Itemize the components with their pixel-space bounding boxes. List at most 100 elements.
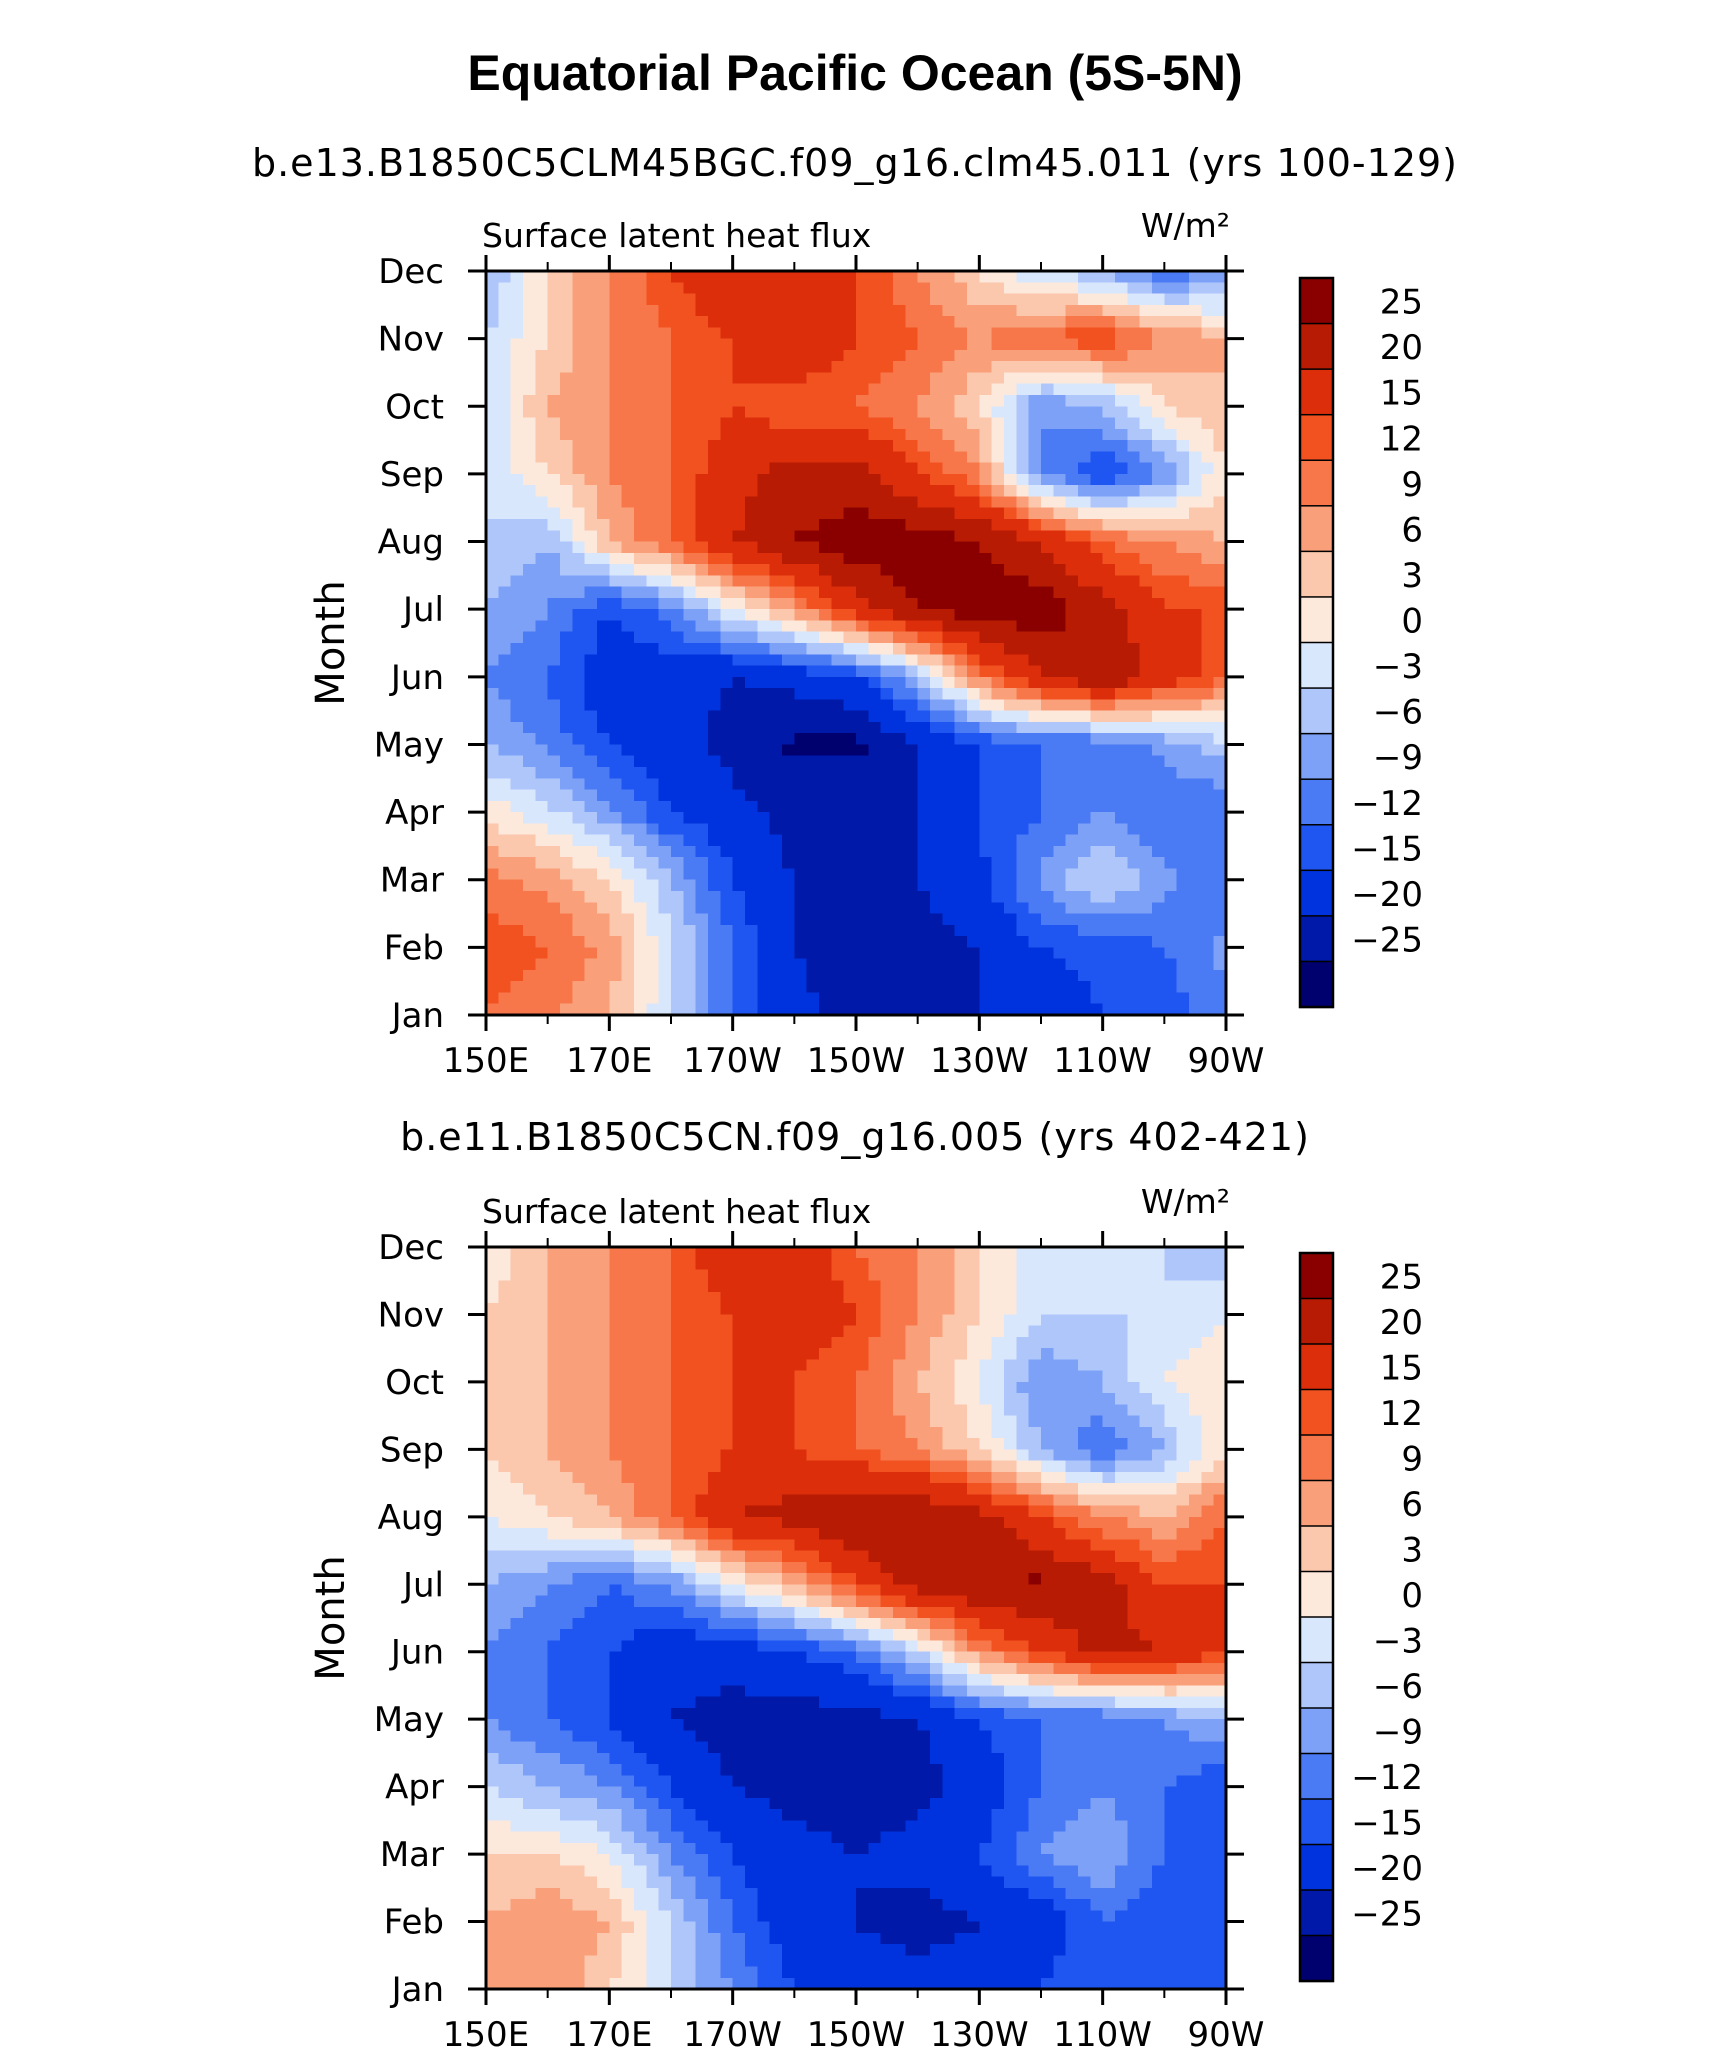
field-cell — [498, 778, 512, 791]
field-cell — [634, 631, 647, 644]
field-cell — [1139, 1381, 1153, 1394]
field-cell — [868, 812, 882, 824]
field-cell — [843, 395, 857, 407]
field-cell — [991, 597, 1005, 610]
field-cell — [535, 304, 549, 317]
field-cell — [1201, 891, 1215, 903]
field-cell — [498, 575, 512, 588]
field-cell — [757, 372, 771, 385]
field-cell — [1139, 395, 1153, 407]
field-cell — [1102, 688, 1116, 700]
field-cell — [930, 688, 943, 700]
field-cell — [1004, 1393, 1017, 1405]
field-cell — [560, 913, 573, 926]
field-cell — [769, 857, 783, 870]
field-cell — [856, 1247, 869, 1259]
field-cell — [1176, 688, 1190, 700]
field-cell — [708, 383, 721, 396]
field-cell — [1053, 1381, 1067, 1394]
field-cell — [597, 519, 610, 531]
field-cell — [1004, 473, 1017, 486]
field-cell — [831, 823, 845, 836]
field-cell — [646, 1415, 660, 1428]
field-cell — [1201, 552, 1215, 565]
field-cell — [732, 620, 746, 633]
field-cell — [1004, 868, 1017, 881]
field-cell — [1041, 609, 1054, 622]
field-cell — [1090, 857, 1104, 870]
field-cell — [868, 372, 882, 385]
field-cell — [572, 271, 586, 283]
field-cell — [720, 383, 734, 396]
field-cell — [584, 1393, 598, 1405]
field-cell — [1102, 451, 1116, 464]
field-cell — [954, 316, 968, 328]
field-cell — [856, 282, 869, 295]
field-cell — [868, 789, 882, 802]
field-cell — [1164, 665, 1178, 678]
field-cell — [720, 473, 734, 486]
x-tick-label: 150W — [807, 1041, 906, 1081]
field-cell — [819, 699, 832, 712]
field-cell — [720, 406, 734, 419]
field-cell — [634, 316, 647, 328]
field-cell — [1115, 372, 1128, 385]
field-cell — [486, 473, 499, 486]
field-cell — [1176, 282, 1190, 295]
field-cell — [658, 597, 672, 610]
field-cell — [634, 552, 647, 565]
field-cell — [658, 1280, 672, 1293]
field-cell — [794, 349, 808, 362]
field-cell — [1078, 823, 1091, 836]
field-cell — [1053, 361, 1067, 374]
field-cell — [498, 936, 512, 948]
field-cell — [708, 688, 721, 700]
field-cell — [683, 428, 697, 441]
field-cell — [905, 361, 919, 374]
field-cell — [646, 564, 660, 576]
field-cell — [1078, 891, 1091, 903]
field-cell — [880, 1003, 894, 1016]
field-cell — [1102, 981, 1116, 994]
field-cell — [1115, 1258, 1128, 1271]
field-cell — [720, 1348, 734, 1361]
field-cell — [1090, 575, 1104, 588]
field-cell — [634, 372, 647, 385]
field-cell — [1078, 564, 1091, 576]
field-cell — [1078, 462, 1091, 475]
field-cell — [720, 1325, 734, 1338]
field-cell — [1102, 507, 1116, 520]
field-cell — [1102, 812, 1116, 824]
field-cell — [1176, 1381, 1190, 1394]
field-cell — [1078, 1381, 1091, 1394]
field-cell — [1090, 1359, 1104, 1372]
field-cell — [905, 969, 919, 982]
field-cell — [1090, 485, 1104, 498]
field-cell — [683, 902, 697, 915]
field-cell — [621, 1325, 635, 1338]
field-cell — [1139, 936, 1153, 948]
field-cell — [560, 1415, 573, 1428]
field-cell — [1102, 316, 1116, 328]
field-cell — [991, 643, 1005, 655]
field-cell — [720, 586, 734, 599]
field-cell — [609, 778, 623, 791]
field-cell — [1041, 665, 1054, 678]
field-cell — [880, 676, 894, 689]
field-cell — [1127, 1393, 1141, 1405]
field-cell — [757, 823, 771, 836]
field-cell — [634, 327, 647, 340]
field-cell — [917, 710, 931, 723]
field-cell — [794, 992, 808, 1005]
field-cell — [1213, 1314, 1227, 1327]
field-cell — [794, 372, 808, 385]
field-cell — [930, 744, 943, 757]
field-cell — [683, 812, 697, 824]
field-cell — [979, 699, 993, 712]
field-cell — [1139, 372, 1153, 385]
field-cell — [547, 564, 561, 576]
field-cell — [880, 969, 894, 982]
field-cell — [695, 812, 709, 824]
field-cell — [1164, 1247, 1178, 1259]
field-cell — [646, 631, 660, 644]
